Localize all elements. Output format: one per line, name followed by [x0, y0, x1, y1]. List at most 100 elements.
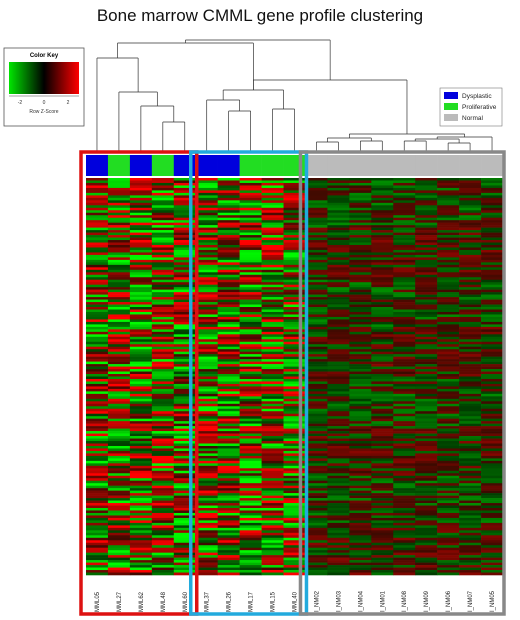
heatmap-cell: [217, 311, 240, 315]
heatmap-cell: [261, 522, 284, 526]
heatmap-cell: [305, 570, 328, 573]
heatmap-cell: [393, 207, 416, 211]
heatmap-cell: [305, 272, 328, 276]
heatmap-cell: [107, 473, 131, 477]
heatmap-cell: [151, 311, 175, 315]
heatmap-cell: [86, 279, 109, 283]
heatmap-cell: [437, 448, 460, 452]
heatmap-cell: [151, 202, 175, 206]
heatmap-cell: [283, 247, 306, 251]
heatmap-cell: [371, 294, 394, 298]
heatmap-cell: [327, 411, 350, 415]
heatmap-cell: [217, 498, 240, 501]
heatmap-cell: [371, 267, 394, 271]
heatmap-cell: [371, 309, 394, 313]
heatmap-cell: [459, 249, 482, 253]
heatmap-cell: [283, 572, 306, 576]
heatmap-cell: [393, 284, 416, 288]
heatmap-cell: [86, 307, 109, 310]
heatmap-cell: [459, 289, 482, 293]
heatmap-cell: [129, 359, 153, 362]
heatmap-cell: [217, 423, 240, 427]
group-bar-cell: [173, 155, 197, 176]
heatmap-cell: [349, 463, 372, 467]
heatmap-cell: [173, 336, 197, 340]
heatmap-cell: [107, 329, 131, 333]
heatmap-cell: [437, 200, 460, 204]
heatmap-cell: [393, 562, 416, 566]
heatmap-cell: [129, 493, 153, 496]
heatmap-cell: [239, 242, 262, 246]
heatmap-cell: [283, 289, 306, 293]
heatmap-cell: [371, 205, 394, 209]
heatmap-cell: [151, 458, 175, 462]
heatmap-cell: [393, 267, 416, 271]
heatmap-cell: [415, 185, 438, 189]
heatmap-cell: [327, 490, 350, 494]
heatmap-cell: [437, 550, 460, 553]
heatmap-cell: [151, 282, 175, 285]
heatmap-cell: [86, 542, 109, 546]
heatmap-cell: [305, 267, 328, 271]
heatmap-cell: [437, 527, 460, 531]
heatmap-cell: [195, 445, 218, 449]
heatmap-cell: [415, 197, 438, 201]
heatmap-cell: [393, 522, 416, 526]
heatmap-cell: [239, 178, 262, 181]
heatmap-cell: [173, 197, 197, 201]
heatmap-cell: [195, 302, 218, 305]
heatmap-cell: [305, 304, 328, 308]
heatmap-cell: [129, 540, 153, 544]
sample-label: MML27: [117, 591, 123, 612]
heatmap-cell: [481, 279, 504, 283]
heatmap-cell: [437, 388, 460, 392]
heatmap-cell: [437, 532, 460, 536]
heatmap-cell: [371, 242, 394, 246]
heatmap-cell: [195, 274, 218, 278]
heatmap-cell: [107, 182, 131, 186]
heatmap-cell: [459, 396, 482, 400]
heatmap-cell: [349, 495, 372, 499]
heatmap-cell: [239, 542, 262, 546]
heatmap-cell: [195, 326, 218, 330]
heatmap-cell: [371, 381, 394, 385]
heatmap-cell: [327, 510, 350, 514]
heatmap-cell: [217, 468, 240, 472]
heatmap-cell: [195, 426, 218, 429]
heatmap-cell: [129, 187, 153, 191]
heatmap-cell: [239, 478, 262, 482]
heatmap-cell: [481, 220, 504, 223]
heatmap-cell: [349, 393, 372, 397]
heatmap-cell: [217, 540, 240, 544]
heatmap-cell: [86, 235, 109, 238]
heatmap-cell: [371, 259, 394, 263]
heatmap-cell: [261, 349, 284, 352]
heatmap-cell: [107, 232, 131, 236]
heatmap-cell: [437, 225, 460, 228]
heatmap-cell: [349, 314, 372, 318]
heatmap-cell: [327, 475, 350, 479]
heatmap-cell: [261, 235, 284, 238]
heatmap-cell: [173, 522, 197, 526]
heatmap-cell: [261, 436, 284, 439]
heatmap-cell: [349, 220, 372, 223]
heatmap-cell: [283, 272, 306, 276]
heatmap-cell: [151, 319, 175, 323]
heatmap-cell: [349, 473, 372, 477]
heatmap-cell: [349, 334, 372, 338]
heatmap-cell: [173, 535, 197, 539]
heatmap-cell: [151, 230, 175, 233]
heatmap-cell: [393, 505, 416, 509]
heatmap-cell: [481, 483, 504, 486]
heatmap-cell: [239, 356, 262, 360]
heatmap-cell: [349, 488, 372, 491]
heatmap-cell: [86, 207, 109, 211]
heatmap-cell: [415, 401, 438, 405]
heatmap-cell: [239, 304, 262, 308]
heatmap-cell: [371, 408, 394, 412]
heatmap-cell: [86, 324, 109, 328]
heatmap-cell: [327, 331, 350, 335]
heatmap-cell: [86, 388, 109, 392]
heatmap-cell: [107, 483, 131, 486]
heatmap-cell: [437, 391, 460, 395]
